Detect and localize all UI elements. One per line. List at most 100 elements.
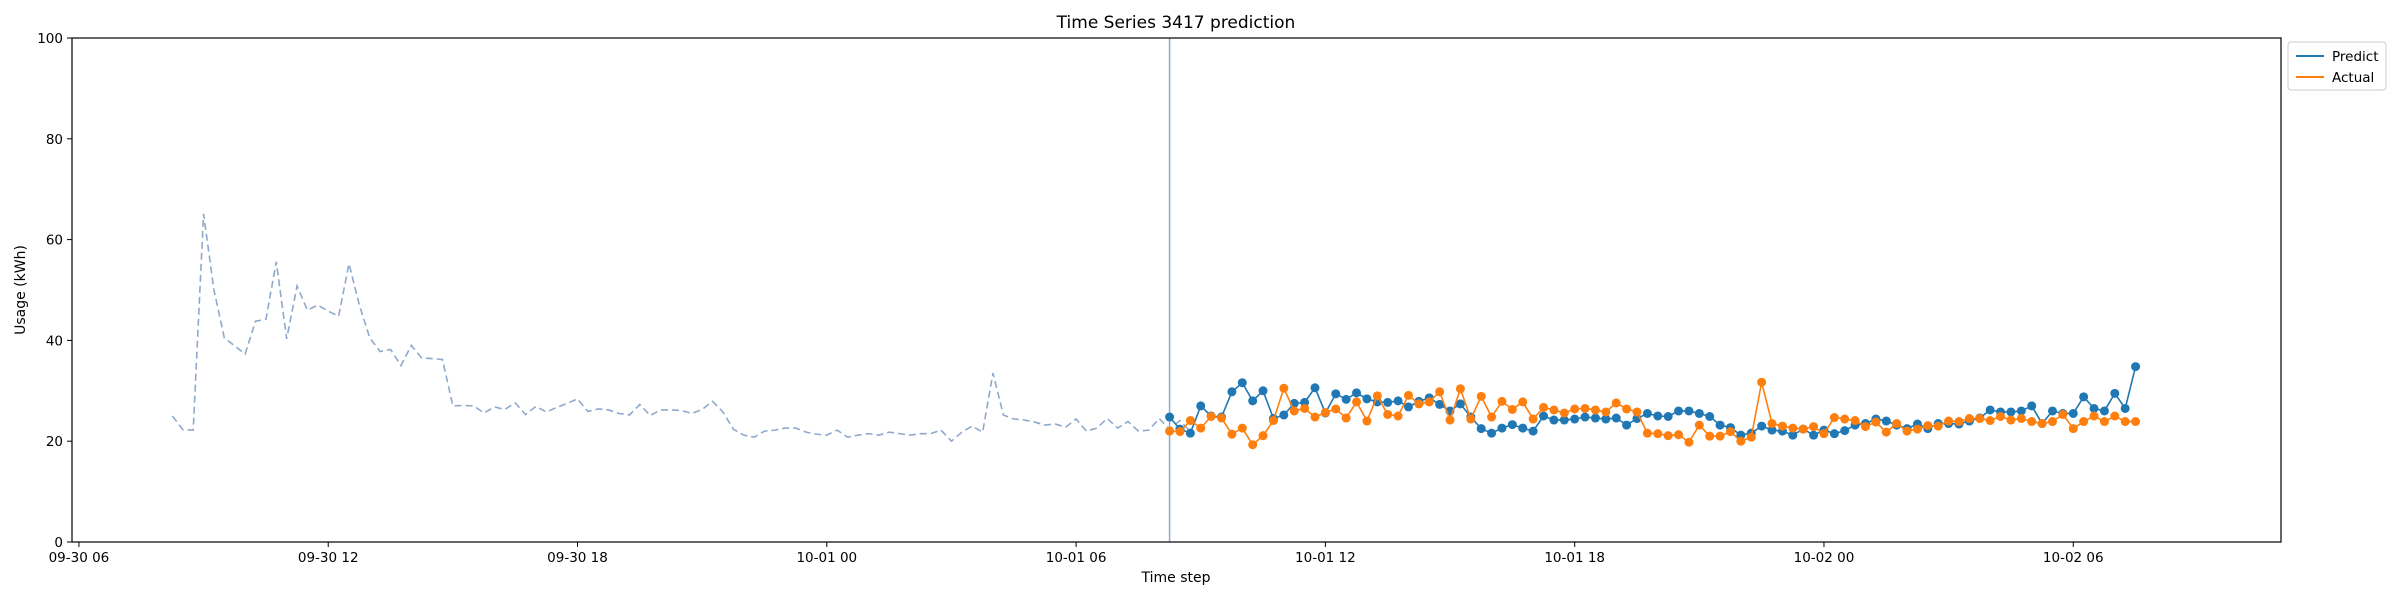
predict-point [1196, 401, 1206, 411]
actual-point [1642, 428, 1652, 438]
predict-point [1435, 399, 1445, 409]
predict-point [1393, 396, 1403, 406]
actual-point [1663, 431, 1673, 441]
actual-point [2079, 417, 2089, 427]
y-tick-label: 80 [46, 132, 63, 148]
actual-point [1715, 431, 1725, 441]
predict-point [1279, 410, 1289, 420]
actual-point [1798, 424, 1808, 434]
predict-point [1580, 412, 1590, 422]
actual-point [1227, 429, 1237, 439]
predict-point [1487, 428, 1497, 438]
predict-point [1674, 406, 1684, 416]
predict-point [1684, 406, 1694, 416]
actual-point [1694, 420, 1704, 430]
predict-point [1528, 426, 1538, 436]
x-tick-label: 10-02 00 [1794, 550, 1855, 566]
actual-point [1601, 407, 1611, 417]
actual-point [1964, 414, 1974, 424]
actual-point [1996, 412, 2006, 421]
predict-point [1985, 405, 1995, 415]
y-tick-label: 100 [37, 31, 63, 47]
actual-point [1310, 412, 1320, 422]
predict-point [1622, 420, 1632, 430]
actual-point [1933, 421, 1943, 431]
actual-point [1383, 409, 1393, 419]
actual-point [1746, 432, 1756, 442]
predict-point [1590, 413, 1600, 423]
axes-frame [71, 37, 2282, 543]
actual-point [1570, 404, 1580, 414]
actual-point [1923, 421, 1933, 431]
y-tick-label: 0 [54, 535, 63, 551]
chart-title: Time Series 3417 prediction [1056, 13, 1296, 33]
y-tick-label: 20 [46, 434, 63, 450]
actual-point [1705, 431, 1715, 441]
predict-point [1663, 412, 1673, 421]
predict-point [2110, 388, 2120, 398]
predict-point [1539, 411, 1549, 421]
actual-point [1611, 398, 1621, 408]
predict-point [1570, 414, 1580, 424]
actual-point [1954, 417, 1964, 427]
actual-point [1258, 431, 1268, 441]
actual-point [1840, 414, 1850, 424]
actual-point [1777, 421, 1787, 431]
actual-point [1985, 416, 1995, 426]
actual-point [2131, 417, 2141, 427]
actual-point [1300, 403, 1310, 413]
y-axis-label: Usage (kWh) [13, 245, 29, 335]
predict-point [1694, 408, 1704, 418]
actual-point [1539, 402, 1549, 412]
actual-point [1580, 403, 1590, 413]
predict-point [1809, 430, 1819, 440]
actual-point [2120, 417, 2130, 427]
x-tick-label: 10-01 12 [1295, 550, 1356, 566]
actual-point [1975, 414, 1985, 424]
actual-point [1445, 415, 1455, 425]
predict-point [1715, 420, 1725, 430]
actual-point [1185, 416, 1195, 426]
predict-point [1455, 399, 1465, 409]
actual-point [1757, 377, 1767, 387]
actual-point [1165, 426, 1175, 436]
actual-point [1217, 413, 1227, 423]
predict-point [2089, 403, 2099, 413]
x-tick-label: 09-30 12 [298, 550, 359, 566]
plot-area [171, 38, 2141, 542]
actual-point [1549, 405, 1559, 415]
predict-point [2099, 406, 2109, 416]
actual-point [1362, 416, 1372, 426]
predict-point [1757, 421, 1767, 431]
predict-point [1788, 430, 1798, 440]
predict-point [1549, 415, 1559, 425]
actual-point [1861, 422, 1871, 432]
actual-point [1881, 427, 1891, 437]
legend-label: Actual [2332, 70, 2374, 86]
actual-line [1169, 382, 2136, 446]
actual-point [1331, 404, 1341, 414]
x-tick-label: 10-02 06 [2043, 550, 2104, 566]
history-line [171, 213, 1191, 443]
actual-point [1944, 416, 1954, 426]
actual-point [2037, 419, 2047, 429]
actual-point [1268, 416, 1278, 426]
actual-point [2027, 417, 2037, 427]
x-tick-label: 09-30 18 [547, 550, 608, 566]
x-axis-label: Time step [1141, 570, 1211, 586]
actual-point [1653, 429, 1663, 439]
predict-point [1840, 426, 1850, 436]
actual-point [2047, 417, 2057, 427]
x-axis: 09-30 06 09-30 12 09-30 18 10-01 00 10-01 06… [49, 542, 2104, 566]
actual-point [1892, 419, 1902, 429]
predict-point [1258, 386, 1268, 396]
actual-point [2110, 411, 2120, 421]
actual-point [2099, 417, 2109, 427]
actual-point [1871, 417, 1881, 427]
predict-point [1237, 378, 1247, 388]
predict-point [1165, 412, 1175, 422]
actual-point [1455, 384, 1465, 394]
predict-point [1653, 411, 1663, 421]
predict-point [1518, 423, 1528, 433]
